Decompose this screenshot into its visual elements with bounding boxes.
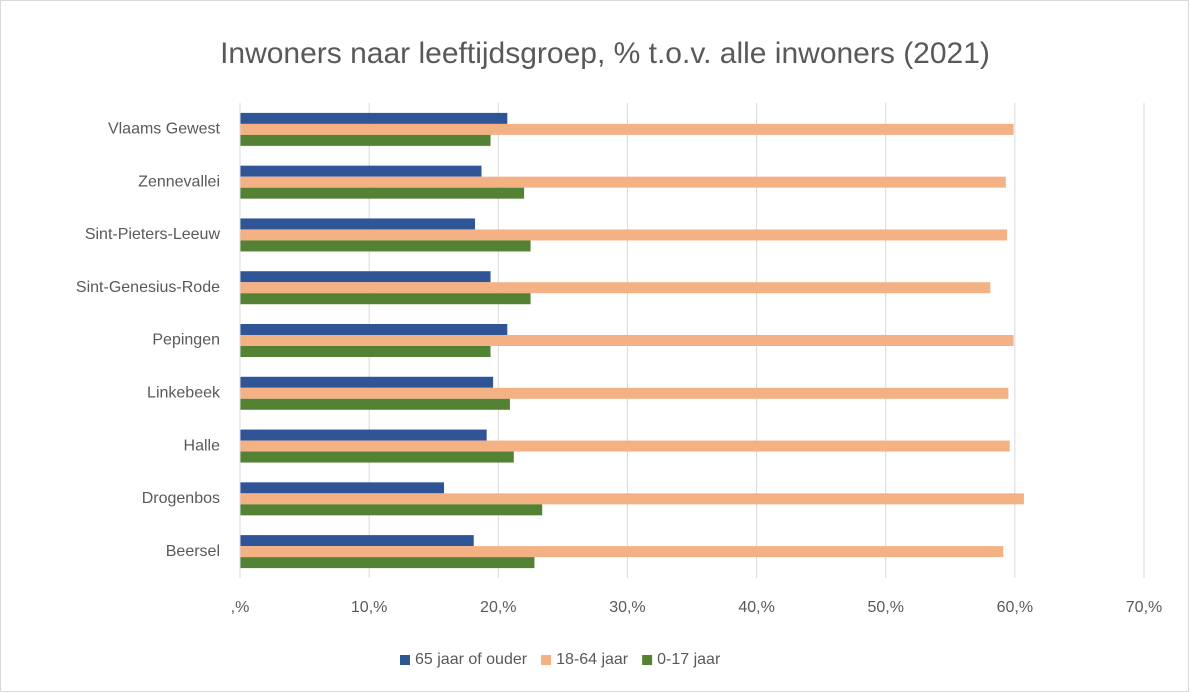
x-tick-label: 30,% — [609, 599, 645, 616]
legend-label: 0-17 jaar — [657, 651, 721, 668]
bar — [240, 504, 543, 516]
bar — [240, 229, 1008, 241]
legend-swatch — [541, 655, 552, 665]
x-tick-label: 10,% — [351, 599, 387, 616]
bar — [240, 112, 508, 124]
bar — [240, 218, 476, 230]
bar — [240, 398, 510, 410]
x-tick-label: ,% — [231, 599, 250, 616]
bar — [240, 282, 991, 294]
legend-label: 18-64 jaar — [556, 651, 629, 668]
y-tick-label: Zennevallei — [138, 173, 220, 190]
y-tick-label: Pepingen — [152, 332, 220, 349]
bar — [240, 293, 531, 305]
y-tick-label: Linkebeek — [147, 384, 221, 401]
bar — [240, 451, 514, 463]
bar — [240, 493, 1024, 505]
y-tick-label: Vlaams Gewest — [108, 121, 221, 138]
bar — [240, 176, 1006, 188]
bar — [240, 429, 487, 441]
bar — [240, 324, 508, 335]
legend-swatch — [400, 655, 410, 665]
y-tick-label: Beersel — [166, 543, 220, 560]
bar — [240, 557, 535, 569]
bar — [240, 535, 474, 547]
x-tick-label: 20,% — [480, 599, 516, 616]
x-tick-label: 60,% — [997, 599, 1033, 616]
bar — [240, 187, 525, 199]
bar — [240, 134, 491, 146]
x-tick-label: 40,% — [738, 599, 774, 616]
bar — [240, 387, 1009, 399]
x-tick-label: 70,% — [1126, 599, 1162, 616]
y-tick-label: Halle — [184, 437, 221, 454]
bar — [240, 165, 482, 177]
bar — [240, 482, 445, 494]
chart-title: Inwoners naar leeftijdsgroep, % t.o.v. a… — [220, 37, 990, 70]
bar — [240, 376, 494, 388]
legend-swatch — [642, 655, 653, 665]
legend-label: 65 jaar of ouder — [415, 651, 528, 668]
bar — [240, 440, 1010, 452]
bar — [240, 335, 1014, 346]
x-tick-label: 50,% — [867, 599, 903, 616]
y-tick-label: Sint-Genesius-Rode — [76, 279, 220, 296]
bar — [240, 123, 1014, 135]
bar — [240, 240, 531, 252]
y-tick-label: Sint-Pieters-Leeuw — [85, 226, 221, 243]
bar — [240, 271, 491, 283]
bar — [240, 346, 491, 357]
bar — [240, 546, 1004, 558]
y-tick-label: Drogenbos — [142, 490, 220, 507]
